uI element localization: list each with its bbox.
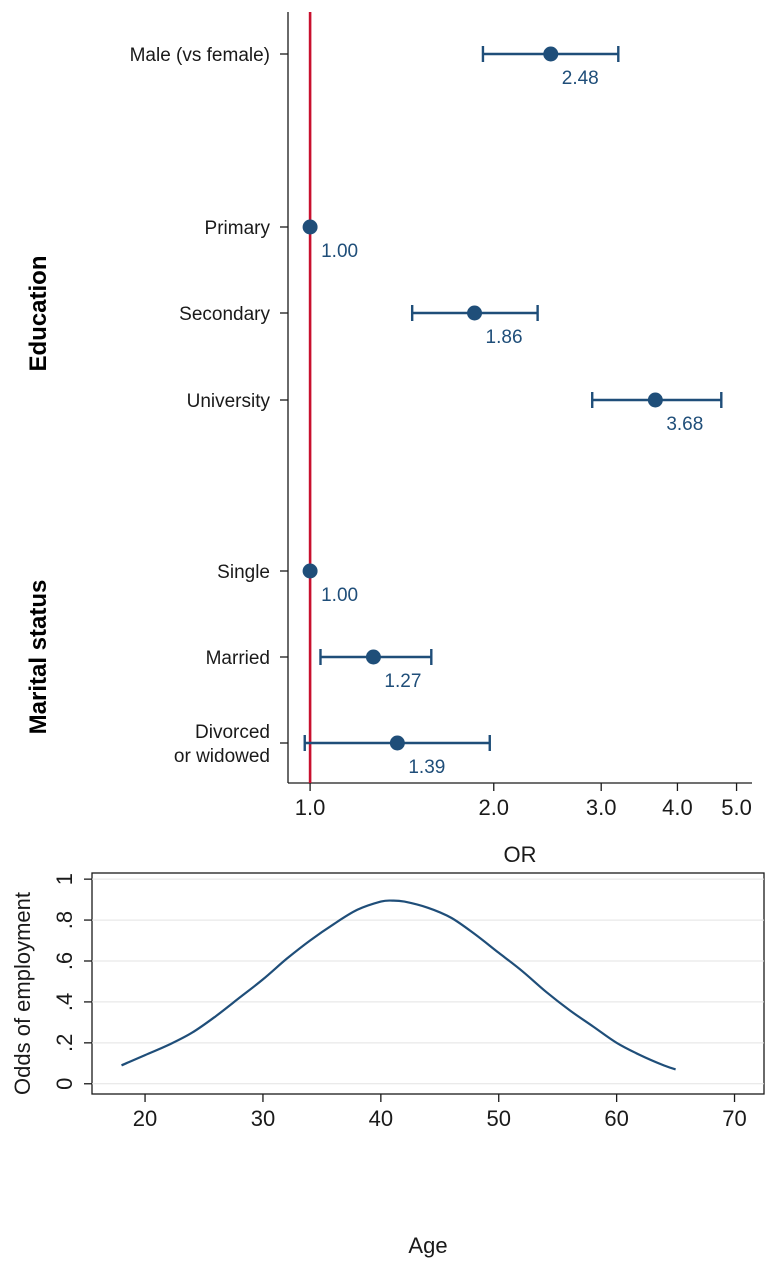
odds-ratio-point xyxy=(647,392,663,408)
row-label: Primary xyxy=(205,218,271,239)
odds-ratio-point xyxy=(467,305,483,321)
odds-ratio-point xyxy=(543,46,559,62)
odds-ratio-point xyxy=(302,219,318,235)
odds-ratio-point xyxy=(302,563,318,579)
odds-ratio-value: 1.00 xyxy=(321,241,358,262)
row-label: Single xyxy=(217,562,270,583)
x-tick-label: 4.0 xyxy=(662,795,693,820)
y-tick-label: .2 xyxy=(52,1034,77,1052)
x-tick-label: 2.0 xyxy=(478,795,509,820)
odds-ratio-value: 1.00 xyxy=(321,585,358,606)
odds-ratio-value: 1.86 xyxy=(486,327,523,348)
x-tick-label: 5.0 xyxy=(721,795,752,820)
x-tick-label: 3.0 xyxy=(586,795,617,820)
row-label: Married xyxy=(206,648,270,669)
row-label: Male (vs female) xyxy=(130,45,270,66)
odds-ratio-value: 2.48 xyxy=(562,68,599,89)
x-axis-title: Age xyxy=(408,1233,447,1258)
y-axis-title: Odds of employment xyxy=(10,892,35,1095)
x-tick-label: 30 xyxy=(251,1106,275,1131)
y-tick-label: .6 xyxy=(52,952,77,970)
y-tick-label: .8 xyxy=(52,911,77,929)
x-tick-label: 1.0 xyxy=(295,795,326,820)
age-odds-plot: 0 .2 .4 .6 .8 1 20 30 40 50 60 70 Age Odds of employm… xyxy=(10,872,765,1258)
x-axis-title: OR xyxy=(504,842,537,867)
odds-ratio-value: 1.27 xyxy=(384,671,421,692)
odds-ratio-value: 3.68 xyxy=(666,414,703,435)
odds-ratio-point xyxy=(365,649,381,665)
forest-plot: 1.0 2.0 3.0 4.0 5.0 OR Male (vs female) 2.48 Pri… xyxy=(25,12,752,867)
x-tick-label: 70 xyxy=(722,1106,746,1131)
row-label: Divorced xyxy=(195,722,270,743)
x-tick-label: 50 xyxy=(486,1106,510,1131)
y-tick-label: .4 xyxy=(52,993,77,1011)
x-tick-label: 20 xyxy=(133,1106,157,1131)
plot-frame xyxy=(91,872,765,1095)
odds-curve xyxy=(121,899,676,1071)
row-label: Secondary xyxy=(179,304,270,325)
row-label: or widowed xyxy=(174,746,270,767)
odds-ratio-point xyxy=(389,735,405,751)
x-tick-label: 40 xyxy=(369,1106,393,1131)
group-title: Education xyxy=(25,255,52,371)
y-tick-label: 1 xyxy=(52,873,77,885)
x-tick-label: 60 xyxy=(604,1106,628,1131)
odds-ratio-value: 1.39 xyxy=(408,757,445,778)
row-label: University xyxy=(187,391,271,412)
y-tick-label: 0 xyxy=(52,1078,77,1090)
group-title: Marital status xyxy=(25,580,52,735)
